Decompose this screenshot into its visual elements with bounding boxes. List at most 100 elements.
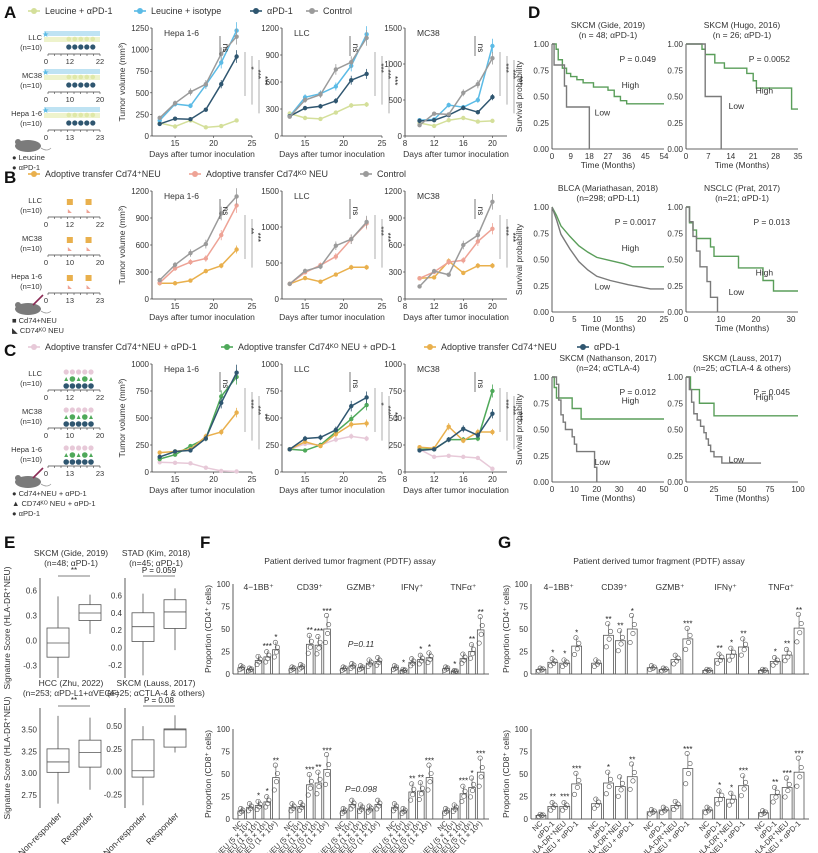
series-line bbox=[159, 56, 238, 125]
data-point bbox=[364, 35, 369, 41]
significance-label: * bbox=[246, 66, 255, 69]
data-point bbox=[417, 448, 422, 453]
y-tick-label: 0.50 bbox=[533, 426, 549, 435]
sig-label: *** bbox=[322, 607, 331, 616]
y-tick-label: 0.00 bbox=[533, 308, 549, 317]
data-point bbox=[408, 797, 414, 803]
data-point bbox=[446, 102, 451, 108]
leucine-dot bbox=[72, 112, 78, 118]
data-point bbox=[271, 654, 277, 660]
data-point bbox=[740, 636, 746, 642]
data-point bbox=[157, 277, 162, 283]
data-point bbox=[446, 259, 451, 265]
timeline-label: 0 bbox=[44, 95, 48, 104]
data-point bbox=[593, 657, 599, 663]
data-point bbox=[446, 117, 451, 123]
data-point bbox=[357, 802, 363, 808]
sig-label: ** bbox=[418, 773, 424, 782]
data-point bbox=[349, 237, 354, 242]
mouse-icon bbox=[15, 467, 52, 488]
significance-label: ns bbox=[476, 44, 485, 52]
leucine-bar bbox=[44, 75, 100, 80]
data-point bbox=[490, 43, 495, 49]
x-tick-label: 20 bbox=[339, 139, 348, 148]
data-point bbox=[674, 804, 680, 810]
y-axis-label: Signature Score (HLA-DR⁺NEU) bbox=[2, 696, 12, 819]
data-point bbox=[490, 226, 495, 231]
y-tick-label: 0.6 bbox=[111, 591, 123, 600]
x-tick-label: 0 bbox=[684, 315, 689, 324]
timeline-label: 23 bbox=[96, 133, 104, 142]
km-subplot-1: SKCM (Hugo, 2016)(n = 26; αPD-1) 0.00 0.25… bbox=[667, 20, 803, 170]
data-point bbox=[325, 771, 331, 777]
x-tick-label: 25 bbox=[378, 139, 387, 148]
timeline-label: 13 bbox=[66, 469, 74, 478]
navy-dot bbox=[75, 421, 82, 427]
mouse-tail bbox=[40, 310, 52, 314]
group-label: IFNγ⁺ bbox=[401, 582, 424, 592]
data-point bbox=[172, 460, 178, 466]
legend-label: Control bbox=[323, 6, 352, 16]
sig-label: ** bbox=[796, 606, 802, 615]
x-tick-label: 12 bbox=[430, 475, 439, 484]
x-axis-label: Days after tumor inoculation bbox=[403, 149, 509, 159]
high-label: High bbox=[622, 80, 640, 90]
data-point bbox=[490, 94, 495, 100]
y-tick-label: 0.25 bbox=[106, 745, 122, 754]
pink-dot bbox=[88, 445, 94, 451]
model-n: (n=10) bbox=[20, 244, 42, 253]
data-point bbox=[717, 797, 723, 803]
navy-dot bbox=[63, 383, 69, 389]
data-point bbox=[238, 805, 244, 811]
data-point bbox=[650, 665, 656, 671]
box-subplot-3: SKCM (Lauss, 2017)(n=25; αCTLA-4 & other… bbox=[101, 678, 205, 853]
pd1-dot bbox=[90, 82, 96, 88]
data-point bbox=[203, 107, 209, 112]
data-point bbox=[703, 810, 709, 816]
cd74-ko-marker bbox=[86, 209, 91, 213]
data-point bbox=[608, 776, 614, 782]
data-point bbox=[246, 665, 252, 671]
significance-label: *** bbox=[253, 233, 262, 242]
series-line bbox=[289, 73, 367, 117]
data-point bbox=[618, 641, 624, 647]
data-point bbox=[341, 809, 347, 815]
x-tick-label: 25 bbox=[710, 485, 719, 494]
data-point bbox=[317, 776, 323, 782]
data-point bbox=[490, 56, 495, 61]
x-axis-label: Time (Months) bbox=[715, 493, 770, 503]
sig-label: ** bbox=[629, 755, 635, 764]
data-point bbox=[307, 785, 313, 791]
series-line bbox=[289, 103, 367, 120]
data-point bbox=[273, 649, 279, 655]
data-point bbox=[417, 780, 423, 786]
data-point bbox=[306, 772, 312, 778]
data-point bbox=[188, 259, 193, 265]
pd1-dot bbox=[84, 120, 90, 126]
sig-label: *** bbox=[683, 619, 692, 628]
data-point bbox=[234, 410, 239, 415]
data-point bbox=[647, 811, 653, 817]
series-line bbox=[159, 30, 238, 121]
pink-dot bbox=[76, 407, 82, 413]
x-tick-label: 45 bbox=[641, 152, 650, 161]
data-point bbox=[743, 779, 749, 785]
data-point bbox=[467, 655, 473, 661]
data-point bbox=[349, 78, 354, 83]
y-tick-label: 1200 bbox=[131, 187, 149, 196]
sig-label: * bbox=[274, 633, 277, 642]
y-tick-label: 0 bbox=[275, 468, 280, 477]
data-point bbox=[392, 805, 398, 811]
y-tick-label: 0.0 bbox=[111, 644, 123, 653]
data-point bbox=[798, 621, 804, 627]
cd74-pos-square bbox=[85, 275, 92, 281]
y-tick-label: 750 bbox=[136, 67, 150, 76]
bar bbox=[571, 783, 583, 820]
box bbox=[46, 627, 70, 658]
data-point bbox=[475, 433, 481, 438]
sig-label: *** bbox=[305, 765, 314, 774]
schedule-key-item: ● αPD-1 bbox=[12, 163, 40, 172]
